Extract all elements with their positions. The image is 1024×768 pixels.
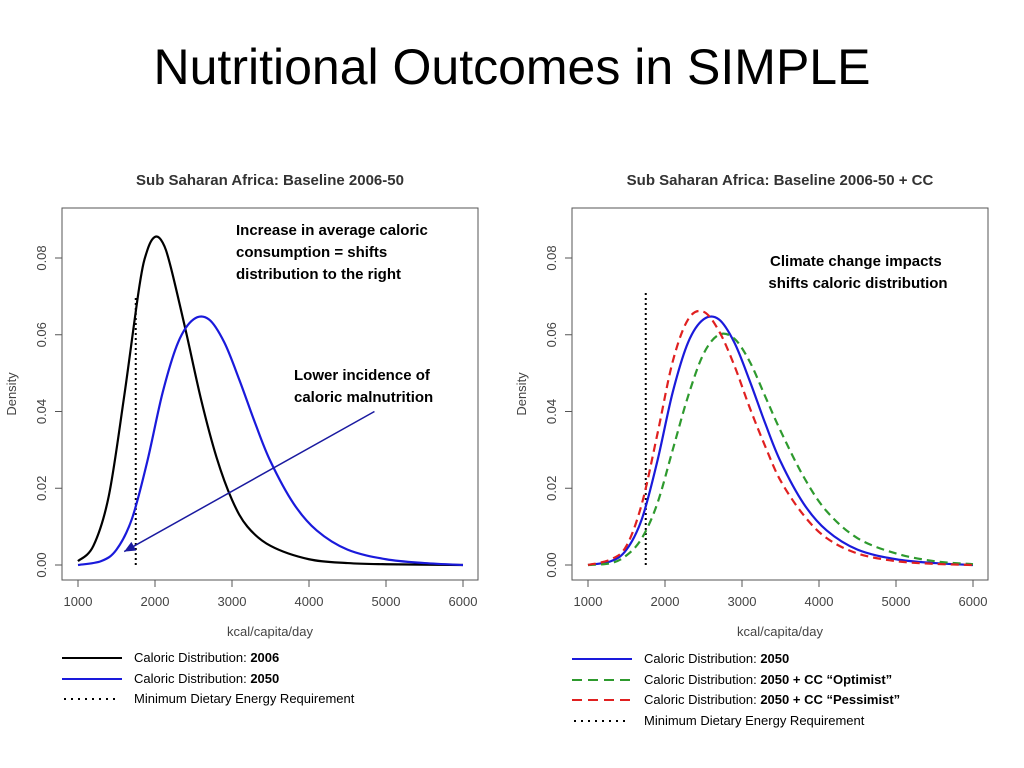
- y-tick-label: 0.00: [34, 552, 49, 577]
- chart-baseline-cc: Sub Saharan Africa: Baseline 2006-50 + C…: [514, 172, 989, 639]
- y-tick-label: 0.00: [544, 552, 559, 577]
- annotation-line: Climate change impacts: [770, 253, 942, 270]
- annotation-line: Lower incidence of: [294, 367, 431, 384]
- x-tick-label: 1000: [574, 594, 603, 609]
- x-tick-label: 2000: [141, 594, 170, 609]
- annotation-lower-incidence: Lower incidence of caloric malnutrition: [294, 367, 434, 406]
- x-tick-label: 4000: [805, 594, 834, 609]
- y-tick-label: 0.04: [544, 399, 559, 424]
- x-tick-label: 1000: [64, 594, 93, 609]
- plot-frame: [61, 207, 479, 581]
- x-axis: 1000 2000 3000 4000 5000 6000: [64, 580, 478, 609]
- annotation-line: Increase in average caloric: [236, 222, 428, 239]
- x-tick-label: 6000: [449, 594, 478, 609]
- legend-swatch: [62, 657, 122, 659]
- legend-swatch: [62, 677, 122, 680]
- x-tick-label: 2000: [651, 594, 680, 609]
- legend-label: Caloric Distribution: 2050: [134, 670, 280, 686]
- chart-baseline: Sub Saharan Africa: Baseline 2006-50 0.0…: [4, 172, 479, 639]
- annotation-arrow: [123, 410, 375, 553]
- y-axis: 0.00 0.02 0.04 0.06 0.08: [544, 245, 572, 578]
- annotation-line: caloric malnutrition: [294, 389, 433, 406]
- series-line: [77, 235, 464, 567]
- annotation-climate-change: Climate change impacts shifts caloric di…: [768, 253, 947, 292]
- legend-swatch: [572, 678, 632, 681]
- legend-label: Caloric Distribution: 2050 + CC “Pessimi…: [644, 692, 901, 707]
- y-tick-label: 0.06: [544, 322, 559, 347]
- y-tick-label: 0.06: [34, 322, 49, 347]
- annotation-line: distribution to the right: [236, 266, 401, 283]
- y-axis: 0.00 0.02 0.04 0.06 0.08: [34, 245, 62, 578]
- x-tick-label: 5000: [372, 594, 401, 609]
- series-group: [77, 235, 464, 567]
- series-line: [587, 332, 974, 567]
- arrow-head: [124, 541, 137, 552]
- legend-label: Minimum Dietary Energy Requirement: [644, 712, 865, 728]
- legend-swatch: [572, 658, 632, 660]
- x-axis: 1000 2000 3000 4000 5000 6000: [574, 580, 988, 609]
- x-axis-label: kcal/capita/day: [737, 624, 823, 639]
- plot-frame: [571, 207, 989, 581]
- arrow-line: [123, 410, 375, 553]
- slide-title: Nutritional Outcomes in SIMPLE: [153, 39, 871, 95]
- annotation-line: consumption = shifts: [236, 244, 387, 261]
- x-tick-label: 6000: [959, 594, 988, 609]
- annotation-line: shifts caloric distribution: [768, 275, 947, 292]
- legend-label: Caloric Distribution: 2006: [134, 650, 280, 665]
- legend-label: Caloric Distribution: 2050: [644, 651, 790, 666]
- y-tick-label: 0.02: [34, 476, 49, 501]
- legend-swatch: [572, 699, 632, 701]
- x-axis-label: kcal/capita/day: [227, 624, 313, 639]
- y-tick-label: 0.08: [544, 245, 559, 270]
- x-tick-label: 5000: [882, 594, 911, 609]
- y-tick-label: 0.04: [34, 399, 49, 424]
- x-tick-label: 3000: [728, 594, 757, 609]
- legend-swatch: [574, 719, 630, 722]
- y-tick-label: 0.02: [544, 476, 559, 501]
- y-axis-label: Density: [4, 372, 19, 416]
- series-group: [587, 309, 974, 567]
- legend-label: Minimum Dietary Energy Requirement: [134, 691, 355, 706]
- x-tick-label: 4000: [295, 594, 324, 609]
- legend-swatch: [64, 698, 120, 700]
- legend-label: Caloric Distribution: 2050 + CC “Optimis…: [644, 671, 893, 687]
- chart-title: Sub Saharan Africa: Baseline 2006-50 + C…: [627, 172, 934, 189]
- x-tick-label: 3000: [218, 594, 247, 609]
- y-axis-label: Density: [514, 372, 529, 416]
- chart-title: Sub Saharan Africa: Baseline 2006-50: [136, 172, 404, 189]
- series-line: [77, 315, 464, 567]
- annotation-shift-right: Increase in average caloric consumption …: [236, 222, 432, 283]
- series-line: [587, 315, 974, 567]
- y-tick-label: 0.08: [34, 245, 49, 270]
